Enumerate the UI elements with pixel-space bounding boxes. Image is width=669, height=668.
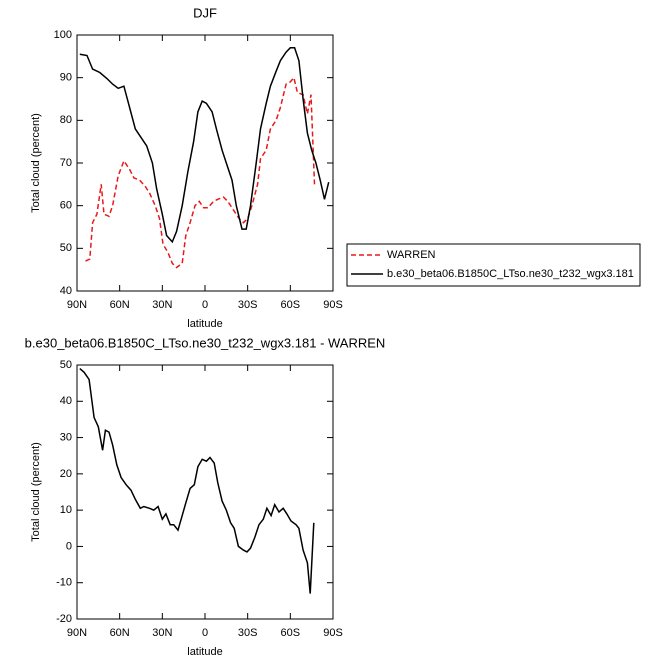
x-axis-label: latitude — [187, 646, 222, 658]
chart-title: DJF — [193, 5, 217, 20]
x-tick-label: 90N — [67, 627, 87, 639]
x-axis-label: latitude — [187, 318, 222, 330]
x-tick-label: 30N — [152, 627, 172, 639]
y-tick-label: 100 — [54, 29, 72, 41]
y-tick-label: 40 — [60, 395, 72, 407]
y-tick-label: 10 — [60, 504, 72, 516]
y-tick-label: 0 — [66, 540, 72, 552]
y-tick-label: 20 — [60, 468, 72, 480]
y-axis-label: Total cloud (percent) — [30, 113, 42, 213]
y-axis-label: Total cloud (percent) — [30, 442, 42, 542]
x-tick-label: 60N — [110, 299, 130, 311]
y-tick-label: 40 — [60, 285, 72, 297]
y-tick-label: 50 — [60, 359, 72, 371]
y-tick-label: 50 — [60, 242, 72, 254]
chart-title: b.e30_beta06.B1850C_LTso.ne30_t232_wgx3.… — [25, 335, 386, 350]
data-line — [79, 368, 315, 594]
plot-frame — [76, 34, 334, 292]
x-tick-label: 0 — [202, 627, 208, 639]
x-tick-label: 30S — [238, 299, 258, 311]
x-tick-label: 60S — [281, 299, 301, 311]
x-tick-label: 60N — [110, 627, 130, 639]
x-tick-label: 30S — [238, 627, 258, 639]
y-tick-label: 60 — [60, 200, 72, 212]
x-tick-label: 90S — [323, 627, 343, 639]
y-tick-label: -20 — [56, 613, 72, 625]
y-tick-label: 70 — [60, 157, 72, 169]
x-tick-label: 30N — [152, 299, 172, 311]
y-tick-label: 90 — [60, 72, 72, 84]
y-tick-label: 30 — [60, 431, 72, 443]
legend-box — [346, 243, 641, 287]
legend-label: b.e30_beta06.B1850C_LTso.ne30_t232_wgx3.… — [387, 268, 634, 280]
x-tick-label: 90N — [67, 299, 87, 311]
legend-label: WARREN — [387, 249, 436, 261]
x-tick-label: 0 — [202, 299, 208, 311]
x-tick-label: 60S — [281, 627, 301, 639]
y-tick-label: 80 — [60, 114, 72, 126]
data-line — [85, 76, 316, 269]
y-tick-label: -10 — [56, 577, 72, 589]
plot-frame — [76, 364, 334, 620]
x-tick-label: 90S — [323, 299, 343, 311]
data-line — [79, 47, 330, 244]
